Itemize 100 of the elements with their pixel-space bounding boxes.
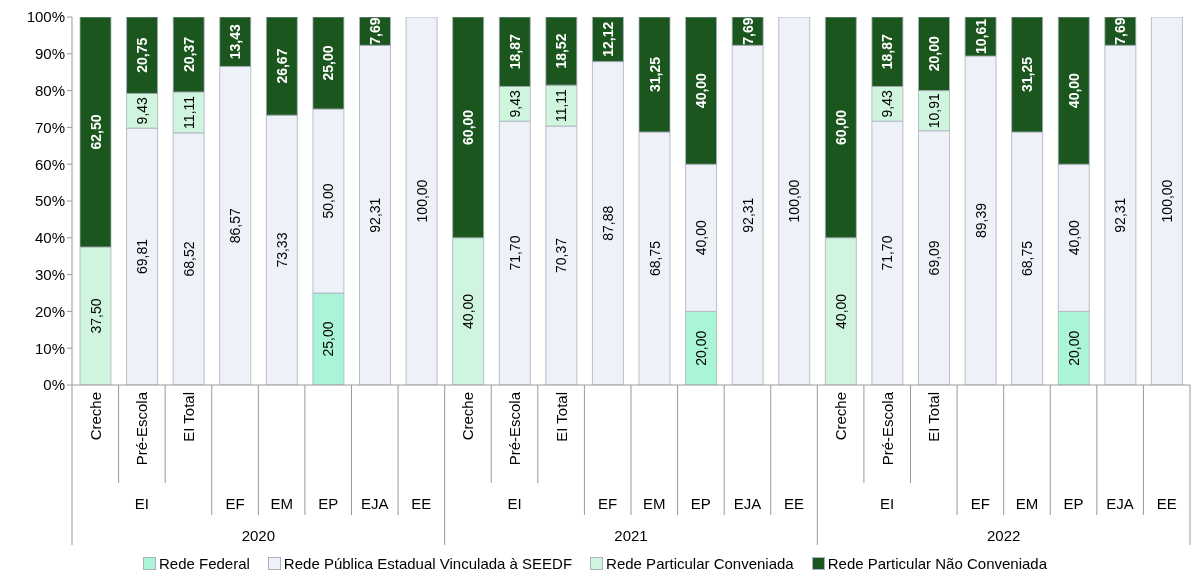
y-tick-label: 80%	[34, 81, 65, 99]
data-label: 37,50	[87, 298, 104, 334]
data-label: 20,00	[926, 36, 942, 72]
x-tick-label: Pré-Escola	[878, 391, 896, 466]
bar	[1151, 17, 1183, 385]
x-tick-label: EI Total	[552, 392, 570, 442]
data-label: 26,67	[273, 48, 290, 84]
data-label: 40,00	[832, 293, 849, 329]
data-label: 20,37	[180, 36, 197, 72]
text: 2021	[614, 526, 648, 544]
data-label: 89,39	[972, 202, 989, 239]
data-label: 11,11	[180, 95, 197, 129]
data-label: 40,00	[693, 220, 710, 256]
data-label: 100,00	[413, 179, 430, 223]
data-label: 60,00	[832, 109, 849, 145]
text: EI	[507, 494, 522, 512]
data-label: 9,43	[879, 89, 896, 118]
x-tick-label: EE	[1156, 494, 1177, 512]
y-tick-label: 30%	[34, 265, 65, 283]
data-label: 92,31	[739, 197, 756, 233]
data-label: 92,31	[367, 197, 383, 233]
data-label: 60,00	[460, 109, 477, 145]
y-tick-label: 50%	[34, 192, 65, 210]
data-label: 71,70	[506, 235, 523, 271]
text: 2020	[241, 526, 276, 544]
data-label: 50,00	[320, 183, 337, 219]
data-label: 70,37	[553, 237, 570, 274]
legend-label: Rede Federal	[158, 554, 250, 572]
text: EI	[880, 494, 895, 512]
data-label: 20,00	[693, 330, 710, 366]
x-tick-label: Pré-Escola	[506, 391, 524, 466]
data-label: 10,91	[926, 92, 942, 129]
data-label: 20,75	[134, 37, 151, 73]
y-tick-label: 70%	[34, 118, 65, 136]
data-label: 92,31	[1112, 197, 1129, 233]
data-label: 9,43	[134, 96, 151, 125]
bar	[405, 17, 438, 385]
data-label: 18,87	[506, 34, 523, 70]
legend-label: Rede Particular Conveniada	[606, 554, 794, 572]
data-label: 68,52	[180, 241, 197, 277]
data-label: 9,43	[506, 89, 523, 118]
data-label: 69,09	[926, 240, 942, 276]
x-tick-label: Creche	[86, 392, 104, 441]
data-label: 7,69	[367, 17, 383, 45]
x-tick-label: EJA	[1106, 494, 1134, 512]
data-label: 68,75	[646, 240, 663, 277]
x-tick-label: EJA	[361, 494, 389, 512]
data-label: 40,00	[693, 72, 710, 109]
y-tick-label: 20%	[34, 302, 65, 320]
data-label: 11,11	[553, 88, 570, 123]
y-tick-label: 100%	[26, 8, 65, 26]
x-tick-label: EE	[411, 494, 432, 512]
data-label: 20,00	[1065, 330, 1082, 366]
x-tick-label: EP	[1063, 494, 1084, 512]
x-tick-label: EM	[1015, 494, 1039, 512]
x-tick-label: Pré-Escola	[133, 391, 151, 466]
data-label: 7,69	[1112, 17, 1129, 45]
text: 2022	[986, 526, 1021, 544]
x-tick-label: EF	[225, 494, 245, 512]
data-label: 87,88	[599, 205, 616, 241]
x-tick-label: EF	[970, 494, 990, 512]
data-label: 69,81	[134, 238, 151, 275]
data-label: 18,52	[553, 33, 570, 69]
data-label: 12,12	[599, 21, 616, 57]
data-label: 31,25	[646, 56, 663, 93]
data-label: 62,50	[87, 114, 104, 150]
data-label: 73,33	[273, 232, 290, 268]
data-label: 68,75	[1019, 240, 1036, 277]
data-label: 13,43	[227, 23, 244, 60]
x-tick-label: EP	[318, 494, 339, 512]
y-tick-label: 0%	[43, 376, 65, 394]
x-tick-label: EM	[643, 494, 666, 512]
x-tick-label: EJA	[733, 494, 762, 512]
y-tick-label: 40%	[34, 229, 65, 247]
y-tick-label: 90%	[34, 45, 65, 63]
data-label: 40,00	[1065, 220, 1082, 256]
text: EI	[134, 494, 149, 512]
x-tick-label: EI Total	[925, 392, 943, 442]
data-label: 31,25	[1019, 56, 1036, 93]
data-label: 7,69	[739, 17, 756, 45]
data-label: 25,00	[320, 321, 337, 357]
y-tick-label: 10%	[34, 339, 65, 357]
y-tick-label: 60%	[34, 155, 65, 173]
bar	[778, 17, 811, 385]
data-label: 100,00	[786, 179, 803, 223]
x-tick-label: Creche	[459, 392, 477, 441]
x-tick-label: EE	[784, 494, 805, 512]
data-label: 100,00	[1158, 179, 1175, 223]
data-label: 18,87	[879, 34, 896, 70]
x-tick-label: EP	[690, 494, 711, 512]
legend-label: Rede Pública Estadual Vinculada à SEEDF	[283, 554, 573, 572]
data-label: 40,00	[460, 293, 477, 329]
data-label: 10,61	[972, 18, 989, 55]
x-tick-label: EI Total	[179, 392, 197, 442]
x-tick-label: EF	[598, 494, 618, 512]
x-tick-label: EM	[270, 494, 293, 512]
legend-label: Rede Particular Não Conveniada	[827, 554, 1048, 572]
data-label: 25,00	[320, 45, 337, 81]
x-tick-label: Creche	[832, 392, 850, 441]
data-label: 40,00	[1065, 72, 1082, 109]
